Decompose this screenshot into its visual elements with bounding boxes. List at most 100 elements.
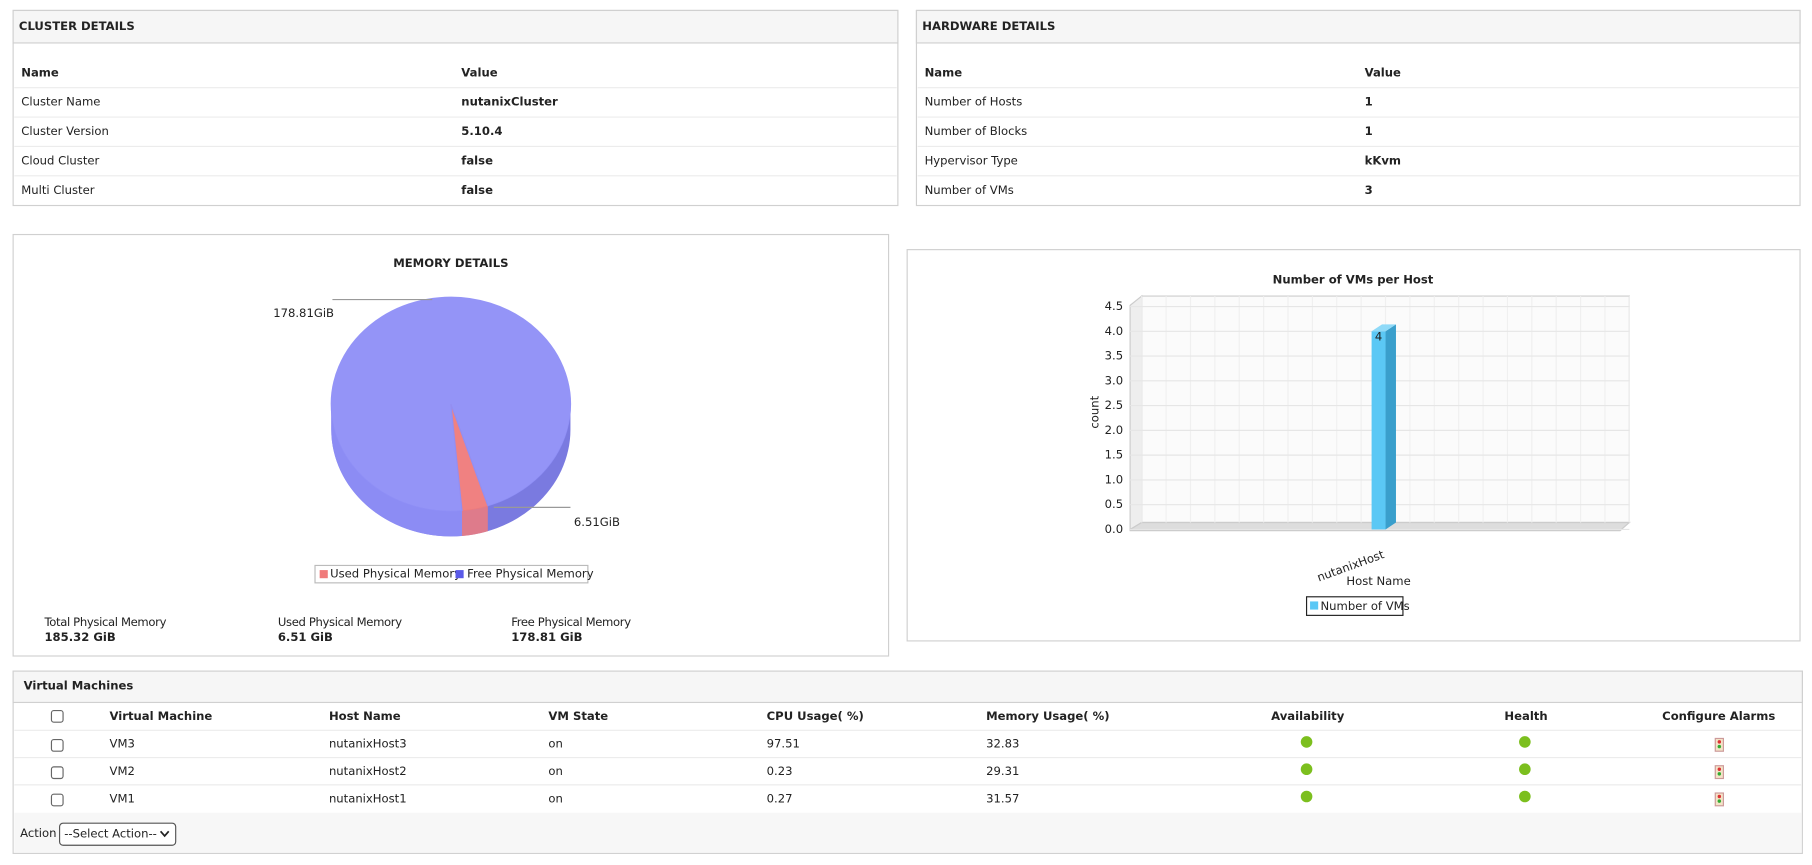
availability-indicator bbox=[1300, 790, 1313, 803]
alarm-dot bbox=[1717, 772, 1722, 776]
bar-top bbox=[1371, 324, 1396, 332]
data-label: 6.51GiB bbox=[574, 515, 620, 529]
summary-label: Total Physical Memory bbox=[43, 615, 166, 629]
y-tick-label: 0.0 bbox=[1105, 522, 1123, 536]
y-tick-label: 1.0 bbox=[1105, 472, 1123, 486]
column-header: Host Name bbox=[329, 709, 401, 723]
action-bar bbox=[14, 812, 1802, 853]
availability-indicator bbox=[1300, 736, 1313, 748]
y-tick-label: 1.5 bbox=[1105, 448, 1123, 462]
pie-slice bbox=[330, 296, 571, 512]
column-header: Name bbox=[21, 66, 59, 80]
row-value: kKvm bbox=[1365, 153, 1401, 167]
row-name: Number of Blocks bbox=[925, 124, 1028, 138]
legend-swatch bbox=[319, 570, 328, 579]
panel-title: Virtual Machines bbox=[24, 679, 134, 693]
cell: on bbox=[548, 791, 562, 805]
column-header: Value bbox=[461, 66, 497, 80]
legend-label: Used Physical Memory bbox=[330, 567, 461, 581]
row-name: Multi Cluster bbox=[21, 183, 94, 197]
legend-label: Number of VMs bbox=[1321, 599, 1410, 613]
cell: VM2 bbox=[110, 764, 135, 778]
column-header: Health bbox=[1504, 709, 1547, 723]
summary-label: Used Physical Memory bbox=[278, 615, 402, 629]
select-chevron bbox=[159, 830, 170, 838]
panel-header bbox=[12, 9, 899, 44]
y-tick-label: 3.5 bbox=[1105, 349, 1123, 363]
cell: 29.31 bbox=[986, 764, 1019, 778]
cell: 31.57 bbox=[986, 791, 1019, 805]
cell: 0.23 bbox=[767, 764, 793, 778]
y-tick-label: 0.5 bbox=[1105, 497, 1123, 511]
y-tick-label: 3.0 bbox=[1105, 373, 1123, 387]
alarm-dot bbox=[1717, 799, 1722, 803]
alarm-dot bbox=[1717, 767, 1722, 771]
row-name: Hypervisor Type bbox=[925, 153, 1018, 167]
panel-title: CLUSTER DETAILS bbox=[19, 19, 135, 33]
legend-box bbox=[1305, 596, 1404, 616]
row-name: Number of VMs bbox=[925, 183, 1014, 197]
column-header: CPU Usage( %) bbox=[767, 709, 864, 723]
row-checkbox[interactable] bbox=[50, 793, 64, 807]
y-tick-label: 2.0 bbox=[1105, 423, 1123, 437]
column-header: Value bbox=[1365, 66, 1401, 80]
summary-value: 185.32 GiB bbox=[44, 630, 115, 644]
action-select[interactable] bbox=[58, 822, 177, 846]
cell: on bbox=[548, 737, 562, 751]
row-value: false bbox=[461, 183, 493, 197]
cell: 32.83 bbox=[986, 737, 1019, 751]
row-value: nutanixCluster bbox=[461, 95, 558, 109]
column-header: Name bbox=[925, 66, 963, 80]
row-checkbox[interactable] bbox=[50, 739, 64, 752]
cell: VM1 bbox=[110, 791, 135, 805]
row-value: 1 bbox=[1365, 124, 1373, 138]
panel-header bbox=[915, 9, 1801, 44]
pie-slice-side bbox=[331, 404, 463, 537]
summary-value: 178.81 GiB bbox=[511, 630, 582, 644]
column-header: Memory Usage( %) bbox=[986, 709, 1109, 723]
y-tick-label: 2.5 bbox=[1105, 398, 1123, 412]
health-indicator bbox=[1519, 763, 1531, 776]
legend-box bbox=[314, 564, 589, 584]
row-name: Cluster Name bbox=[21, 95, 100, 109]
row-value: false bbox=[461, 153, 493, 167]
row-value: 3 bbox=[1365, 183, 1373, 197]
panel-title: HARDWARE DETAILS bbox=[922, 19, 1055, 33]
cell: VM3 bbox=[110, 737, 135, 751]
row-name: Number of Hosts bbox=[925, 95, 1023, 109]
availability-indicator bbox=[1300, 763, 1313, 776]
x-axis-label: Host Name bbox=[1346, 574, 1410, 588]
column-header: Availability bbox=[1271, 709, 1345, 723]
row-name: Cloud Cluster bbox=[21, 153, 99, 167]
y-tick-label: 4.0 bbox=[1105, 324, 1123, 338]
alarm-dot bbox=[1717, 740, 1722, 744]
row-checkbox[interactable] bbox=[50, 766, 64, 780]
cell: 97.51 bbox=[767, 737, 800, 751]
row-value: 1 bbox=[1365, 95, 1373, 109]
chart-title: Number of VMs per Host bbox=[1273, 272, 1434, 286]
summary-value: 6.51 GiB bbox=[278, 630, 333, 644]
cell: nutanixHost3 bbox=[329, 737, 407, 751]
column-header: Virtual Machine bbox=[110, 709, 213, 723]
chart-title: MEMORY DETAILS bbox=[393, 256, 508, 270]
cell: nutanixHost2 bbox=[329, 764, 407, 778]
bar bbox=[1371, 331, 1386, 530]
alarm-dot bbox=[1717, 744, 1722, 749]
legend-swatch bbox=[455, 570, 464, 579]
y-tick-label: 4.5 bbox=[1105, 299, 1123, 313]
legend-label: Free Physical Memory bbox=[467, 567, 594, 581]
data-label: 4 bbox=[1375, 330, 1382, 344]
select-all-checkbox[interactable] bbox=[50, 709, 64, 723]
bar-side bbox=[1385, 324, 1396, 530]
column-header: VM State bbox=[548, 709, 608, 723]
health-indicator bbox=[1519, 736, 1531, 748]
alarm-dot bbox=[1717, 794, 1722, 799]
cell: on bbox=[548, 764, 562, 778]
y-axis-label: count bbox=[1088, 395, 1102, 428]
row-name: Cluster Version bbox=[21, 124, 109, 138]
panel-header bbox=[12, 670, 1803, 704]
pie-slice-side bbox=[462, 505, 488, 536]
action-select-text: --Select Action-- bbox=[64, 827, 157, 841]
